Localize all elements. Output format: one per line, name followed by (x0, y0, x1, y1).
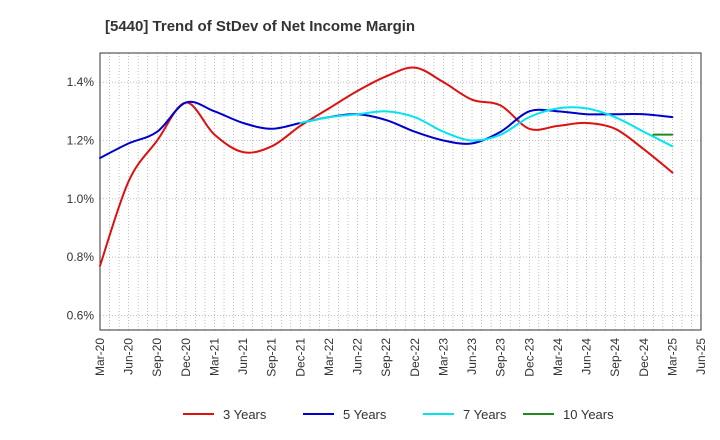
legend: 3 Years 5 Years 7 Years 10 Years (183, 407, 614, 422)
x-tick-label: Sep-23 (494, 338, 508, 377)
grid (99, 53, 702, 330)
legend-label-5-years: 5 Years (343, 407, 387, 422)
x-tick-label: Sep-22 (379, 338, 393, 377)
y-tick-label: 0.8% (67, 250, 95, 264)
x-tick-label: Mar-20 (93, 338, 107, 376)
x-tick-label: Mar-25 (665, 338, 679, 376)
x-tick-label: Jun-25 (694, 338, 708, 375)
series-line-5-years (99, 100, 674, 159)
x-tick-label: Sep-20 (150, 338, 164, 377)
y-tick-label: 1.4% (67, 75, 95, 89)
x-tick-label: Sep-24 (608, 338, 622, 377)
series-line-7-years (299, 106, 674, 148)
x-tick-label: Jun-22 (351, 338, 365, 375)
x-tick-label: Mar-21 (207, 338, 221, 376)
series-line-3-years (99, 66, 674, 267)
x-tick-label: Mar-23 (436, 338, 450, 376)
x-tick-label: Jun-20 (122, 338, 136, 375)
y-tick-label: 1.2% (67, 133, 95, 147)
legend-label-7-years: 7 Years (463, 407, 507, 422)
x-tick-label: Dec-22 (408, 338, 422, 377)
legend-label-3-years: 3 Years (223, 407, 267, 422)
x-tick-label: Mar-22 (322, 338, 336, 376)
x-tick-label: Mar-24 (551, 338, 565, 376)
x-tick-label: Dec-21 (293, 338, 307, 377)
chart-title: [5440] Trend of StDev of Net Income Marg… (105, 18, 415, 35)
y-tick-label: 0.6% (67, 308, 95, 322)
x-tick-label: Dec-20 (179, 338, 193, 377)
x-tick-label: Sep-21 (265, 338, 279, 377)
x-tick-label: Dec-24 (637, 338, 651, 377)
x-tick-label: Dec-23 (522, 338, 536, 377)
x-tick-label: Jun-21 (236, 338, 250, 375)
plot-frame (99, 52, 702, 331)
y-tick-label: 1.0% (67, 192, 95, 206)
y-axis-ticks: 0.6% 0.8% 1.0% 1.2% 1.4% (67, 75, 95, 322)
x-tick-label: Jun-24 (580, 338, 594, 375)
legend-label-10-years: 10 Years (563, 407, 614, 422)
x-axis-ticks: Mar-20 Jun-20 Sep-20 Dec-20 Mar-21 Jun-21 Sep-… (93, 338, 708, 377)
series-lines (99, 66, 674, 267)
x-tick-label: Jun-23 (465, 338, 479, 375)
